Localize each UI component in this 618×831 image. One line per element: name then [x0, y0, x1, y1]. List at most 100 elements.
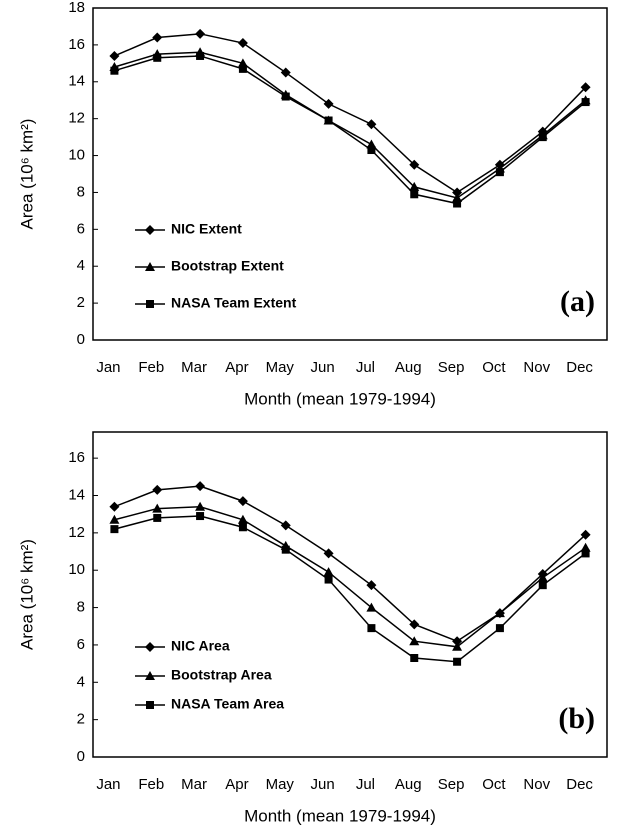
legend-marker: [146, 300, 154, 308]
data-point: [495, 168, 504, 177]
x-axis-title: Month (mean 1979-1994): [244, 806, 436, 825]
y-tick-label: 16: [68, 449, 85, 466]
legend-marker: [145, 642, 155, 652]
x-tick-label: Sep: [438, 359, 465, 376]
y-tick-label: 14: [68, 73, 85, 90]
data-point: [281, 92, 290, 101]
x-tick-label: Jan: [96, 359, 120, 376]
data-point: [410, 654, 419, 663]
data-point: [195, 28, 206, 39]
data-point: [237, 38, 248, 49]
series-line: [114, 51, 587, 199]
x-tick-label: Jan: [96, 776, 120, 793]
x-tick-label: May: [266, 776, 295, 793]
y-tick-label: 12: [68, 110, 85, 127]
data-point: [152, 32, 163, 43]
y-tick-label: 8: [77, 599, 85, 616]
data-point: [237, 514, 248, 524]
data-point: [452, 187, 463, 198]
data-point: [280, 520, 291, 531]
data-point: [580, 529, 591, 540]
annotation: (b): [558, 702, 595, 735]
data-point: [110, 66, 119, 75]
y-tick-label: 16: [68, 36, 85, 53]
data-point: [152, 484, 163, 495]
annotation: (a): [560, 285, 595, 318]
data-point: [195, 501, 206, 511]
data-point: [195, 481, 206, 492]
data-point: [238, 64, 247, 73]
data-point: [366, 602, 377, 612]
series-line: [114, 55, 587, 205]
legend-marker: [146, 701, 154, 709]
y-tick-label: 10: [68, 561, 85, 578]
legend-label: NASA Team Area: [171, 696, 284, 712]
data-point: [324, 575, 333, 584]
data-point: [581, 98, 590, 107]
y-tick-label: 6: [77, 220, 85, 237]
data-point: [409, 159, 420, 170]
data-point: [280, 67, 291, 78]
series-line: [114, 505, 587, 648]
data-point: [452, 641, 463, 651]
x-tick-label: Feb: [138, 776, 164, 793]
x-tick-label: Jun: [310, 776, 334, 793]
x-tick-label: Apr: [225, 776, 248, 793]
y-tick-label: 18: [68, 0, 85, 16]
plot-frame: [92, 7, 608, 341]
x-tick-label: Feb: [138, 359, 164, 376]
data-point: [323, 567, 334, 577]
y-axis-title: Area (10⁶ km²): [17, 539, 36, 650]
data-point: [196, 512, 205, 521]
x-tick-label: Jul: [356, 359, 375, 376]
data-point: [323, 548, 334, 559]
data-point: [581, 549, 590, 558]
data-point: [281, 545, 290, 554]
x-tick-label: May: [266, 359, 295, 376]
data-point: [453, 657, 462, 666]
x-axis-title: Month (mean 1979-1994): [244, 389, 436, 408]
legend-label: Bootstrap Extent: [171, 258, 284, 274]
data-point: [580, 82, 591, 93]
data-point: [409, 619, 420, 630]
legend-label: NIC Area: [171, 638, 230, 654]
y-tick-label: 4: [77, 257, 85, 274]
x-tick-label: Nov: [523, 776, 550, 793]
data-point: [366, 119, 377, 130]
data-point: [495, 624, 504, 633]
x-tick-label: Aug: [395, 776, 422, 793]
legend-label: Bootstrap Area: [171, 667, 272, 683]
series-line: [114, 515, 587, 663]
legend-marker: [145, 262, 155, 271]
data-point: [323, 98, 334, 109]
data-point: [109, 50, 120, 61]
data-point: [452, 636, 463, 647]
y-tick-label: 2: [77, 294, 85, 311]
data-point: [110, 525, 119, 534]
data-point: [367, 624, 376, 633]
x-tick-label: Dec: [566, 359, 593, 376]
data-point: [453, 199, 462, 208]
data-point: [109, 514, 120, 524]
data-point: [237, 496, 248, 507]
data-point: [153, 53, 162, 62]
data-point: [409, 181, 420, 191]
data-point: [152, 503, 163, 513]
data-point: [410, 190, 419, 199]
y-tick-label: 10: [68, 147, 85, 164]
x-tick-label: Aug: [395, 359, 422, 376]
data-point: [494, 608, 505, 618]
data-point: [238, 523, 247, 532]
legend-label: NASA Team Extent: [171, 295, 297, 311]
legend-marker: [145, 671, 155, 680]
data-point: [538, 581, 547, 590]
x-tick-label: Dec: [566, 776, 593, 793]
y-tick-label: 6: [77, 636, 85, 653]
y-tick-label: 8: [77, 183, 85, 200]
x-tick-label: Oct: [482, 359, 506, 376]
series-line: [114, 485, 587, 643]
x-tick-label: Apr: [225, 359, 248, 376]
data-point: [366, 580, 377, 591]
y-axis-title: Area (10⁶ km²): [17, 119, 36, 230]
x-tick-label: Sep: [438, 776, 465, 793]
